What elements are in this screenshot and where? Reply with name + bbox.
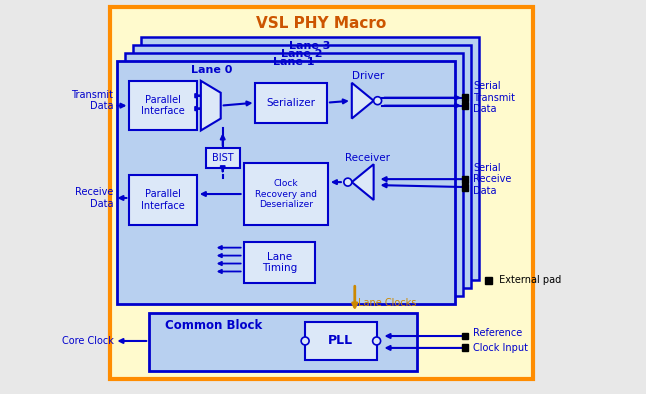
Bar (141, 37, 479, 281)
Bar (485, 277, 492, 284)
Text: Clock
Recovery and
Deserializer: Clock Recovery and Deserializer (255, 179, 317, 209)
Text: Common Block: Common Block (165, 319, 262, 332)
Text: VSL PHY Macro: VSL PHY Macro (256, 16, 386, 31)
Polygon shape (352, 83, 373, 119)
Text: Serializer: Serializer (267, 98, 316, 108)
Bar (461, 176, 468, 182)
Bar (206, 149, 240, 168)
Polygon shape (201, 81, 221, 130)
Bar (129, 175, 197, 225)
Circle shape (301, 337, 309, 345)
Text: BIST: BIST (212, 153, 233, 163)
Polygon shape (352, 164, 373, 200)
Bar (244, 163, 328, 225)
Text: Lane 1: Lane 1 (273, 57, 315, 67)
Text: Lane 2: Lane 2 (282, 49, 323, 59)
Bar (129, 81, 197, 130)
Text: External pad: External pad (495, 275, 561, 285)
Text: Lane 3: Lane 3 (289, 41, 331, 51)
Circle shape (373, 97, 382, 105)
Text: Parallel
Interface: Parallel Interface (141, 95, 185, 117)
Bar (305, 322, 377, 360)
Text: Serial
Transmit
Data: Serial Transmit Data (473, 81, 515, 114)
Text: Transmit
Data: Transmit Data (72, 90, 114, 112)
Circle shape (344, 178, 352, 186)
Text: Lane 0: Lane 0 (191, 65, 233, 75)
Bar (133, 45, 471, 288)
Text: PLL: PLL (328, 335, 353, 348)
Text: Receiver: Receiver (345, 153, 390, 163)
Bar (255, 83, 327, 123)
Text: Clock Input: Clock Input (473, 343, 528, 353)
Bar (461, 94, 468, 101)
Bar (110, 7, 532, 379)
Text: Driver: Driver (351, 71, 384, 81)
Bar (149, 313, 417, 371)
Text: Core Clock: Core Clock (61, 336, 114, 346)
Bar (244, 242, 315, 283)
Text: Reference: Reference (473, 328, 522, 338)
Text: Lane
Timing: Lane Timing (262, 252, 297, 273)
Text: Serial
Receive
Data: Serial Receive Data (473, 163, 512, 196)
Bar (461, 344, 468, 351)
Text: Lane Clocks: Lane Clocks (358, 298, 416, 308)
Bar (118, 61, 455, 304)
Circle shape (373, 337, 380, 345)
Bar (461, 184, 468, 191)
Text: Receive
Data: Receive Data (75, 187, 114, 209)
Bar (125, 53, 463, 296)
Text: Parallel
Interface: Parallel Interface (141, 189, 185, 211)
Bar (461, 333, 468, 340)
Bar (461, 102, 468, 109)
